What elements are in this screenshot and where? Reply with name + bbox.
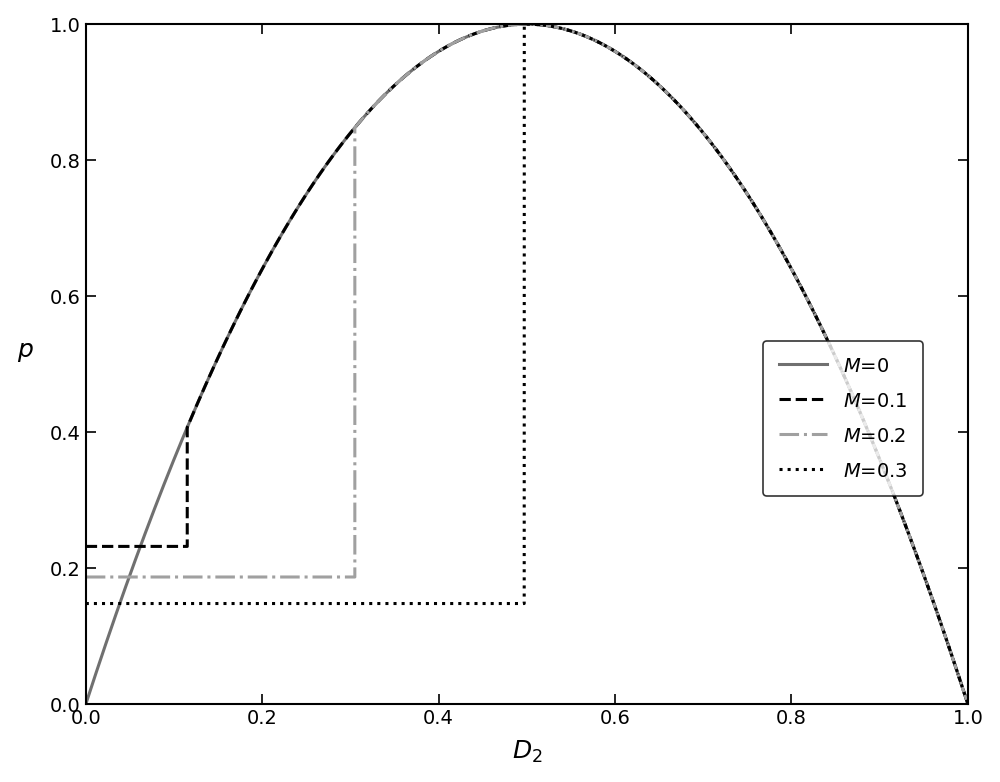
- $M$=0.2: [80, 572, 92, 582]
- $M$=0.1: [460, 32, 472, 41]
- Line: $M$=0: $M$=0: [86, 24, 968, 704]
- $M$=0.3: [810, 313, 822, 322]
- $M$=0.1: [962, 699, 974, 708]
- Line: $M$=0.2: $M$=0.2: [86, 24, 968, 704]
- $M$=0: [511, 20, 523, 29]
- $M$=0.1: [521, 20, 533, 29]
- $M$=0.2: [521, 20, 533, 29]
- $M$=0: [915, 563, 927, 572]
- $M$=0.3: [677, 105, 689, 114]
- $M$=0.2: [962, 699, 974, 708]
- $M$=0.2: [379, 89, 391, 99]
- $M$=0: [962, 699, 974, 708]
- $M$=0.3: [650, 78, 662, 88]
- $M$=0.1: [695, 126, 707, 135]
- $M$=0.1: [346, 127, 358, 136]
- $M$=0.3: [962, 699, 974, 708]
- $M$=0.3: [345, 599, 357, 608]
- X-axis label: $D_2$: $D_2$: [512, 739, 542, 766]
- $M$=0: [253, 271, 265, 280]
- Legend: $M$=0, $M$=0.1, $M$=0.2, $M$=0.3: $M$=0, $M$=0.1, $M$=0.2, $M$=0.3: [763, 341, 923, 496]
- $M$=0: [521, 20, 533, 29]
- $M$=0.3: [612, 48, 624, 58]
- $M$=0.1: [141, 542, 153, 551]
- $M$=0: [80, 699, 92, 708]
- $M$=0.3: [521, 20, 533, 29]
- $M$=0.3: [80, 599, 92, 608]
- $M$=0.1: [413, 60, 425, 70]
- Line: $M$=0.1: $M$=0.1: [86, 24, 968, 704]
- $M$=0: [84, 687, 96, 697]
- $M$=0.2: [531, 20, 543, 29]
- $M$=0.2: [243, 572, 255, 582]
- $M$=0.3: [540, 21, 552, 30]
- $M$=0.1: [220, 335, 232, 345]
- $M$=0.2: [478, 26, 490, 35]
- $M$=0.2: [753, 207, 765, 217]
- $M$=0: [133, 547, 145, 556]
- $M$=0: [116, 591, 128, 601]
- Y-axis label: $p$: $p$: [17, 340, 33, 364]
- $M$=0.1: [80, 542, 92, 551]
- $M$=0.2: [568, 27, 580, 37]
- Line: $M$=0.3: $M$=0.3: [86, 24, 968, 704]
